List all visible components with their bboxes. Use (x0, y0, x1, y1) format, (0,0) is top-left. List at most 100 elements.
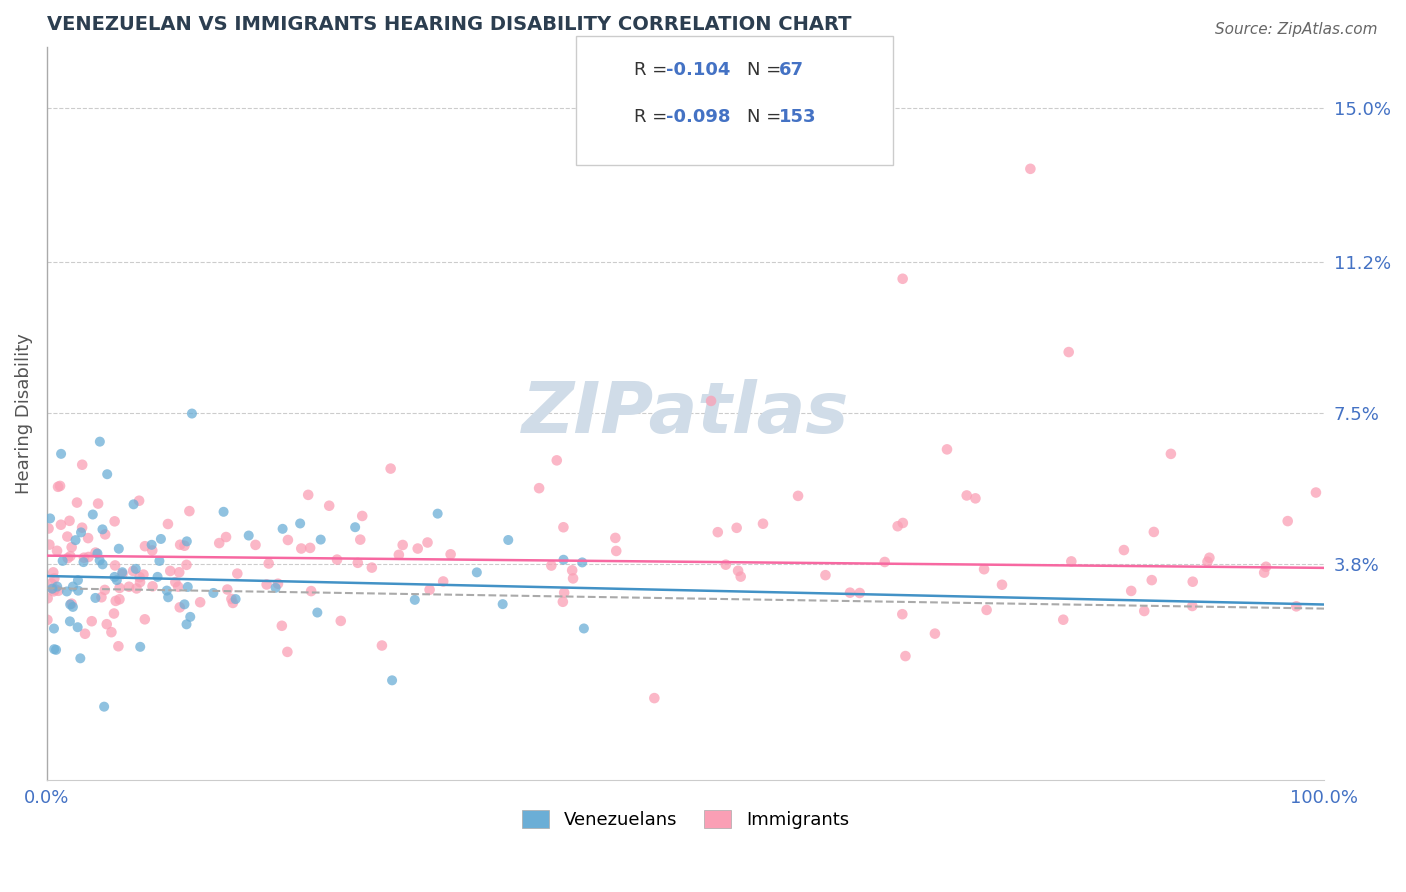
Point (924, 626, 946, 640)
Point (406, 541, 429, 556)
Point (329, 614, 352, 628)
Point (96, 617, 118, 632)
Text: 153: 153 (779, 108, 817, 126)
Point (84, 591, 107, 605)
Point (222, 596, 245, 610)
Point (108, 592, 131, 607)
Point (39, 511, 62, 525)
Point (149, 532, 172, 546)
Point (891, 272, 914, 286)
Point (256, 577, 278, 591)
Point (271, 522, 294, 536)
Point (52, 554, 75, 568)
Point (496, 533, 519, 547)
Point (1197, 555, 1219, 569)
Point (730, 569, 752, 583)
Point (125, 562, 148, 576)
Point (553, 520, 575, 534)
Point (551, 595, 574, 609)
Point (221, 591, 243, 606)
Point (440, 547, 463, 561)
Point (176, 534, 198, 549)
Point (188, 595, 211, 609)
Point (44, 642, 66, 657)
Point (177, 580, 200, 594)
Point (77, 531, 100, 545)
Point (1143, 524, 1166, 539)
Point (41, 576, 63, 591)
Point (66, 495, 89, 509)
Point (371, 639, 394, 653)
Point (59, 615, 82, 629)
Point (173, 539, 195, 553)
Text: VENEZUELAN VS IMMIGRANTS HEARING DISABILITY CORRELATION CHART: VENEZUELAN VS IMMIGRANTS HEARING DISABIL… (46, 15, 852, 34)
Point (122, 564, 145, 578)
Point (67, 583, 90, 598)
Point (257, 557, 280, 571)
Point (309, 533, 332, 547)
Point (86, 546, 108, 560)
Point (839, 585, 862, 599)
Point (416, 535, 439, 549)
Point (360, 560, 382, 574)
Point (404, 592, 426, 607)
Point (562, 571, 585, 585)
Point (108, 581, 131, 595)
Point (714, 558, 737, 572)
Point (69, 651, 91, 665)
Point (388, 548, 411, 562)
Text: N =: N = (747, 61, 786, 78)
Point (104, 558, 127, 573)
Point (70, 521, 93, 535)
Point (176, 558, 198, 572)
Point (318, 499, 340, 513)
Point (169, 600, 191, 615)
Point (572, 622, 595, 636)
Point (156, 516, 179, 531)
Point (141, 538, 163, 552)
Point (208, 536, 231, 550)
Point (96, 467, 118, 482)
Point (125, 582, 148, 596)
Point (973, 562, 995, 576)
Point (56, 551, 79, 566)
Point (93, 699, 115, 714)
Point (129, 640, 152, 654)
Point (787, 489, 810, 503)
Point (264, 581, 287, 595)
Point (82, 508, 104, 522)
Point (419, 582, 441, 597)
Point (752, 516, 775, 531)
Point (1277, 514, 1299, 528)
Point (77, 549, 100, 564)
Point (432, 574, 454, 589)
Point (1019, 161, 1042, 176)
Point (1181, 574, 1204, 589)
Point (561, 563, 583, 577)
Point (87, 497, 110, 511)
Point (42, 622, 65, 636)
Point (111, 567, 134, 582)
Point (238, 528, 260, 542)
Point (56, 584, 79, 599)
Point (44, 571, 66, 585)
Point (1181, 599, 1204, 613)
Point (288, 516, 311, 531)
Text: -0.098: -0.098 (666, 108, 731, 126)
Point (108, 541, 131, 556)
Point (277, 533, 299, 547)
Point (44, 582, 66, 597)
Point (352, 508, 374, 523)
Point (299, 584, 322, 599)
Point (103, 570, 125, 584)
Point (605, 544, 627, 558)
Point (1121, 583, 1143, 598)
Point (1112, 543, 1135, 558)
Point (976, 603, 998, 617)
Point (62, 599, 84, 614)
Point (1253, 566, 1275, 580)
Point (159, 564, 181, 578)
Point (965, 491, 987, 506)
Point (104, 514, 127, 528)
Text: N =: N = (747, 108, 786, 126)
